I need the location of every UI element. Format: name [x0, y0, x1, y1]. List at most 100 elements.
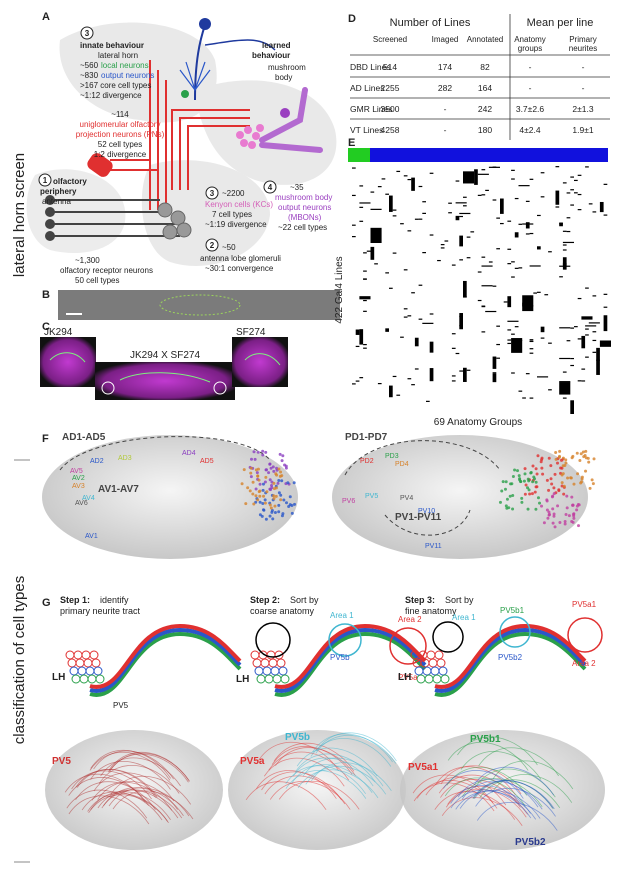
neuron-dot: [255, 471, 259, 475]
heatmap-cell: [451, 380, 456, 382]
table-cell: DBD Lines: [350, 62, 391, 72]
label: PV5b1: [470, 734, 501, 745]
neuron-dot: [271, 517, 275, 521]
heatmap-cell: [459, 212, 471, 215]
heatmap-cell: [407, 315, 412, 317]
glomerulus: [260, 658, 270, 668]
neuron-dot: [532, 475, 536, 479]
heatmap-cell: [411, 384, 415, 386]
heatmap-cell: [485, 189, 489, 192]
neuron-dot: [277, 503, 281, 507]
area-outline: [255, 622, 291, 658]
heatmap-cell: [359, 185, 364, 187]
neuron-dot: [540, 504, 544, 508]
label: local neurons: [101, 61, 149, 70]
neuron-dot: [274, 486, 278, 490]
heatmap-cell: [370, 191, 375, 193]
neuron-dot: [552, 492, 556, 496]
label: PD4: [395, 461, 409, 468]
heatmap-cell: [400, 223, 404, 225]
neurite-tract: [434, 623, 587, 689]
table-cell: -: [529, 62, 532, 72]
heatmap-cell: [477, 194, 482, 196]
neuron-trace: [66, 789, 148, 819]
neuron-dot: [560, 466, 564, 470]
heatmap-cell: [481, 331, 486, 333]
heatmap-cell: [352, 383, 356, 385]
panel-label: G: [42, 597, 51, 609]
table-cell: -: [582, 83, 585, 93]
heatmap-cell: [451, 375, 456, 377]
neuron-dot: [528, 492, 532, 496]
label: antenna: [42, 197, 71, 206]
label: primary neurite tract: [60, 606, 141, 616]
neuron-dot: [254, 500, 258, 504]
label: mushroom: [268, 63, 306, 72]
label: 1:2 divergence: [94, 150, 147, 159]
section-label: lateral horn screen: [11, 153, 28, 277]
neuron-dot: [575, 504, 579, 508]
step-badge: [80, 26, 94, 40]
heatmap-cell: [481, 305, 486, 307]
label: olfactory receptor neurons: [60, 266, 153, 275]
neuron-dot: [565, 506, 569, 510]
neuron-dot: [588, 486, 592, 490]
neuron-dot: [261, 501, 265, 505]
heatmap-cell: [559, 276, 563, 278]
heatmap-cell: [529, 397, 534, 399]
neuron-dot: [248, 489, 252, 493]
heatmap-cell: [477, 271, 482, 273]
neuron-dot: [269, 506, 273, 510]
table-cell: AD Lines: [350, 83, 385, 93]
neuron-dot: [511, 507, 515, 511]
neuron-trace: [450, 789, 532, 819]
heatmap-cell: [389, 287, 393, 289]
em-image: [58, 290, 340, 320]
neuron-dot: [258, 482, 262, 486]
label: identify: [100, 595, 129, 605]
label: AV5: [70, 468, 83, 475]
label: projection neurons (PNs): [76, 130, 165, 139]
heatmap-cell: [518, 390, 523, 392]
neuron-dot: [240, 482, 244, 486]
heatmap-cell: [507, 320, 519, 322]
neuron-dot: [564, 512, 568, 516]
heatmap-cell: [363, 347, 367, 349]
heatmap-cell: [429, 313, 434, 315]
label: ~830: [80, 71, 99, 80]
neuron-dot: [540, 456, 544, 460]
glomerulus: [426, 650, 436, 660]
heatmap-cell: [570, 189, 574, 191]
neuron-dot: [273, 504, 277, 508]
neuron-dot: [547, 488, 551, 492]
glomerulus: [424, 674, 434, 684]
label: 7 cell types: [212, 210, 252, 219]
neuron-dot: [592, 457, 596, 461]
heatmap-cell: [392, 215, 397, 217]
heatmap-cell: [429, 172, 434, 174]
heatmap-cell: [496, 343, 500, 346]
heatmap-cell: [570, 357, 574, 360]
neuron-traces: [49, 352, 281, 395]
neuron-dot: [562, 484, 566, 488]
label: 50 cell types: [75, 276, 119, 285]
label: PD1-PD7: [345, 432, 388, 443]
heatmap-cell: [559, 382, 571, 395]
label: (MBONs): [288, 213, 322, 222]
neuron-trace: [90, 750, 172, 779]
area-outline: [567, 617, 603, 653]
heatmap-cell: [459, 259, 463, 261]
neuron-trace: [476, 802, 558, 831]
glomerulus: [95, 674, 105, 684]
fluorescence-image: [40, 337, 96, 387]
heatmap-cell: [500, 222, 504, 225]
heatmap-cell: [511, 338, 523, 353]
heatmap-cell: [511, 372, 515, 374]
heatmap-cell: [466, 369, 471, 371]
neurite-tract: [89, 627, 242, 693]
glomerulus: [256, 674, 266, 684]
heatmap-cell: [352, 224, 356, 226]
heatmap-cell: [440, 244, 445, 246]
neuron-dot: [501, 480, 505, 484]
neuron-dot: [503, 487, 507, 491]
